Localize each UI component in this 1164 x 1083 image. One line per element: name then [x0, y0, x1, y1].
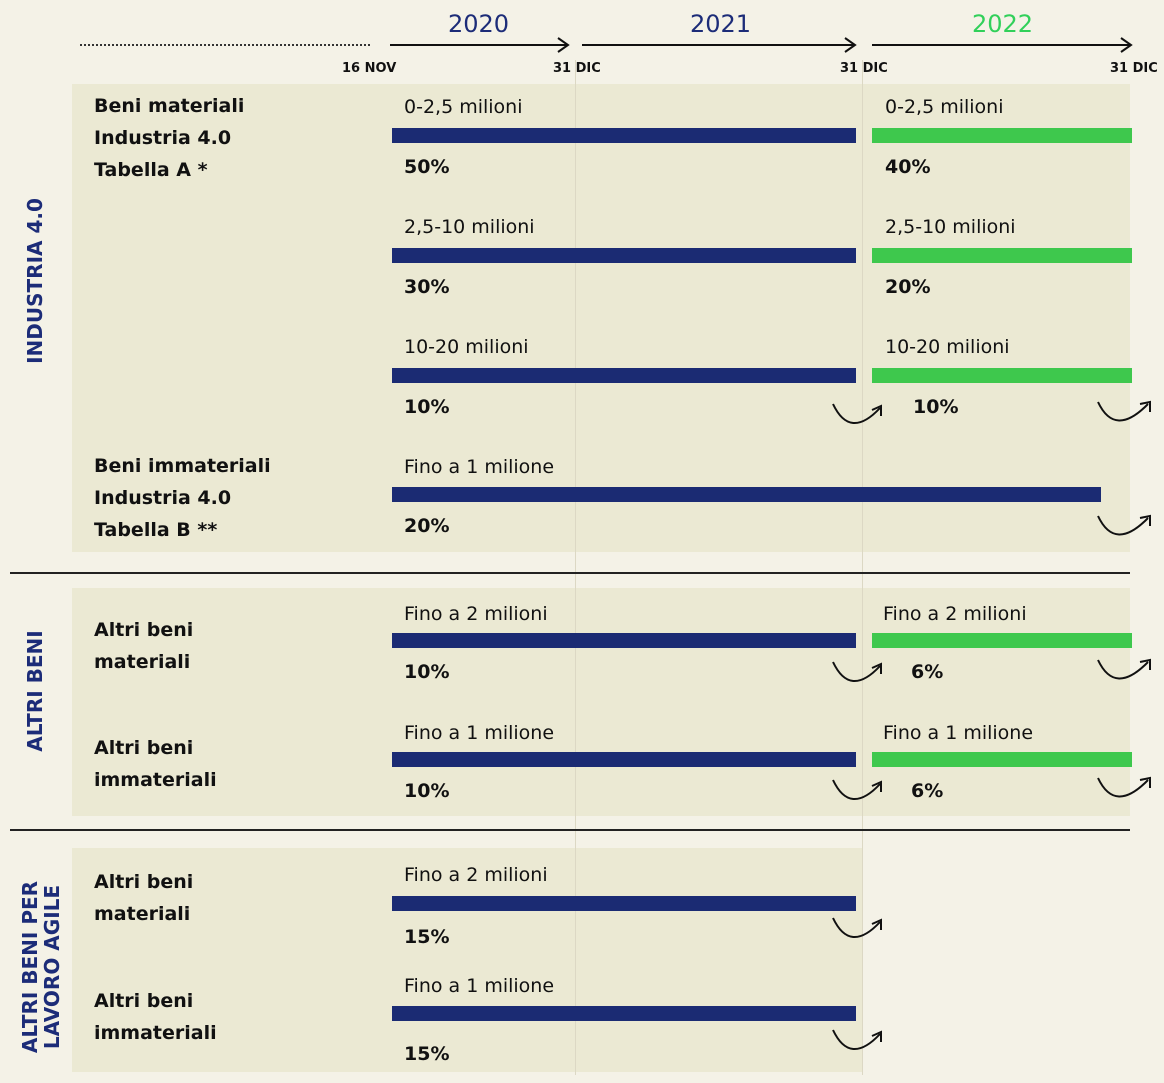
- year-2021: 2021: [690, 10, 752, 38]
- range-label: Fino a 1 milione: [404, 722, 555, 744]
- rate-label: 20%: [404, 515, 450, 537]
- rate-label: 10%: [404, 396, 450, 418]
- gridline-2021: [575, 60, 576, 1075]
- section-divider: [10, 829, 1130, 831]
- category-beni-materiali: Beni materiali Industria 4.0 Tabella A *: [94, 90, 244, 186]
- bar-2020-2021: [392, 633, 856, 648]
- bar-2022: [872, 248, 1132, 263]
- range-label: Fino a 2 milioni: [404, 864, 548, 886]
- rate-label: 30%: [404, 276, 450, 298]
- category-agile-immateriali: Altri beni immateriali: [94, 985, 217, 1049]
- extension-arrow-icon: [1097, 400, 1151, 422]
- range-label-2022: 0-2,5 milioni: [885, 96, 1004, 118]
- extension-arrow-icon: [832, 917, 882, 939]
- rate-label-2022: 6%: [911, 780, 944, 802]
- rate-label: 15%: [404, 1043, 450, 1065]
- category-line: Altri beni: [94, 990, 194, 1012]
- category-altri-immateriali: Altri beni immateriali: [94, 732, 217, 796]
- range-label-2022: Fino a 1 milione: [883, 722, 1034, 744]
- category-line: materiali: [94, 903, 191, 925]
- extension-arrow-icon: [832, 661, 882, 683]
- category-line: Beni materiali: [94, 95, 245, 117]
- category-line: Tabella B **: [94, 519, 218, 541]
- bar-2022: [872, 128, 1132, 143]
- category-altri-materiali: Altri beni materiali: [94, 614, 193, 678]
- category-line: Industria 4.0: [94, 487, 232, 509]
- bar-2022: [872, 368, 1132, 383]
- bar-2022: [872, 752, 1132, 767]
- panel-industria: [72, 84, 1130, 552]
- tick-16nov: 16 NOV: [342, 61, 397, 76]
- bar-2020-2021: [392, 752, 856, 767]
- bar-2020-2022: [392, 487, 1101, 502]
- extension-arrow-icon: [832, 1029, 882, 1051]
- tick-31dic-2020: 31 DIC: [553, 61, 601, 76]
- bar-2020-2021: [392, 128, 856, 143]
- bar-2020-2021: [392, 896, 856, 911]
- category-beni-immateriali: Beni immateriali Industria 4.0 Tabella B…: [94, 450, 271, 546]
- extension-arrow-icon: [1097, 514, 1151, 536]
- extension-arrow-icon: [1097, 776, 1151, 798]
- rate-label-2022: 10%: [913, 396, 959, 418]
- year-2020: 2020: [448, 10, 510, 38]
- bar-2020-2021: [392, 1006, 856, 1021]
- tick-31dic-2022: 31 DIC: [1110, 61, 1158, 76]
- rate-label-2022: 40%: [885, 156, 931, 178]
- timeline-axis: [80, 37, 1133, 53]
- range-label-2022: 2,5-10 milioni: [885, 216, 1016, 238]
- rate-label-2022: 20%: [885, 276, 931, 298]
- rate-label-2022: 6%: [911, 661, 944, 683]
- category-line: Tabella A *: [94, 159, 208, 181]
- range-label-2022: 10-20 milioni: [885, 336, 1010, 358]
- category-line: immateriali: [94, 1022, 217, 1044]
- extension-arrow-icon: [832, 403, 882, 425]
- range-label: Fino a 2 milioni: [404, 603, 548, 625]
- category-line: Beni immateriali: [94, 455, 271, 477]
- range-label: Fino a 1 milione: [404, 975, 555, 997]
- extension-arrow-icon: [832, 779, 882, 801]
- category-line: Altri beni: [94, 737, 194, 759]
- category-line: Altri beni: [94, 871, 194, 893]
- bar-2020-2021: [392, 368, 856, 383]
- panel-agile: [72, 848, 862, 1072]
- range-label: 2,5-10 milioni: [404, 216, 535, 238]
- year-2022: 2022: [972, 10, 1034, 38]
- category-line: immateriali: [94, 769, 217, 791]
- rate-label: 10%: [404, 780, 450, 802]
- category-line: materiali: [94, 651, 191, 673]
- extension-arrow-icon: [1097, 658, 1151, 680]
- tick-31dic-2021: 31 DIC: [840, 61, 888, 76]
- rate-label: 50%: [404, 156, 450, 178]
- bar-2022: [872, 633, 1132, 648]
- panel-altri: [72, 588, 1130, 816]
- rate-label: 15%: [404, 926, 450, 948]
- range-label: Fino a 1 milione: [404, 456, 555, 478]
- section-divider: [10, 572, 1130, 574]
- rate-label: 10%: [404, 661, 450, 683]
- range-label: 10-20 milioni: [404, 336, 529, 358]
- category-line: Altri beni: [94, 619, 194, 641]
- category-agile-materiali: Altri beni materiali: [94, 866, 193, 930]
- range-label: 0-2,5 milioni: [404, 96, 523, 118]
- bar-2020-2021: [392, 248, 856, 263]
- gridline-2022: [862, 60, 863, 1075]
- category-line: Industria 4.0: [94, 127, 232, 149]
- range-label-2022: Fino a 2 milioni: [883, 603, 1027, 625]
